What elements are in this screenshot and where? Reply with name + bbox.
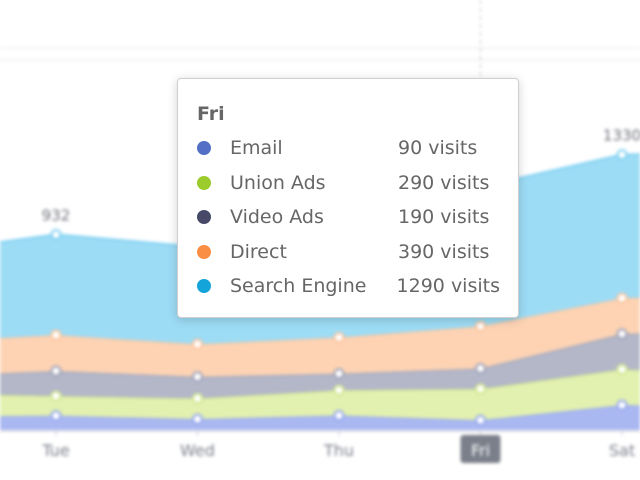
- point-direct: [475, 320, 486, 332]
- point-video-ads: [616, 328, 628, 340]
- point-email: [50, 410, 62, 422]
- point-email: [192, 413, 203, 425]
- tooltip-title: Fri: [197, 103, 225, 125]
- point-video-ads: [50, 365, 62, 377]
- point-email: [475, 414, 486, 426]
- point-direct: [192, 338, 203, 350]
- point-direct: [50, 329, 62, 341]
- tooltip-series-name: Email: [230, 137, 283, 160]
- x-tick-label: Thu: [323, 441, 354, 460]
- data-label: 932: [42, 207, 71, 225]
- tooltip-row-direct: Direct 390 visits: [197, 235, 500, 270]
- point-email: [616, 399, 628, 411]
- x-tick-label: Fri: [471, 441, 490, 460]
- grid-lines: [0, 0, 640, 432]
- point-direct: [616, 292, 628, 304]
- tooltip-row-union-ads: Union Ads 290 visits: [197, 166, 500, 201]
- tooltip-series-value: 290 visits: [398, 171, 490, 194]
- legend-marker-icon: [197, 175, 211, 190]
- tooltip-series-value: 190 visits: [398, 206, 490, 229]
- chart-tooltip: Fri Email 90 visits Union Ads 290 visits…: [177, 78, 519, 318]
- point-search-engine: [616, 149, 628, 161]
- tooltip-series-value: 390 visits: [398, 240, 490, 263]
- x-tick-label: Wed: [180, 441, 215, 460]
- legend-marker-icon: [197, 244, 211, 259]
- point-video-ads: [475, 362, 486, 374]
- tooltip-series-value: 1290 visits: [396, 275, 500, 298]
- tooltip-row-email: Email 90 visits: [197, 131, 500, 166]
- legend-marker-icon: [197, 210, 211, 225]
- point-email: [333, 410, 345, 422]
- legend-marker-icon: [197, 141, 211, 156]
- point-union-ads: [50, 390, 62, 402]
- point-direct: [333, 332, 345, 344]
- point-union-ads: [616, 364, 628, 376]
- area-direct: [0, 297, 640, 377]
- tooltip-row-video-ads: Video Ads 190 visits: [197, 200, 500, 235]
- area-union-ads: [0, 369, 640, 421]
- tooltip-row-search-engine: Search Engine 1290 visits: [197, 269, 500, 304]
- legend-marker-icon: [197, 279, 211, 294]
- area-video-ads: [0, 333, 640, 399]
- point-union-ads: [192, 392, 203, 404]
- point-union-ads: [333, 384, 345, 396]
- tooltip-series-value: 90 visits: [398, 137, 478, 160]
- x-tick-highlight: [460, 435, 501, 463]
- point-video-ads: [333, 368, 345, 380]
- point-search-engine: [50, 229, 62, 241]
- data-label: 1330: [603, 127, 640, 145]
- tooltip-series-name: Union Ads: [230, 171, 326, 194]
- tooltip-series-name: Video Ads: [230, 206, 324, 229]
- x-axis: Tue Wed Thu Fri Sat: [41, 431, 635, 463]
- x-tick-label: Sat: [609, 441, 635, 460]
- x-tick-label: Tue: [41, 441, 69, 460]
- point-video-ads: [192, 371, 203, 383]
- tooltip-series-name: Search Engine: [230, 275, 367, 298]
- point-union-ads: [475, 383, 486, 395]
- tooltip-series-name: Direct: [230, 240, 287, 263]
